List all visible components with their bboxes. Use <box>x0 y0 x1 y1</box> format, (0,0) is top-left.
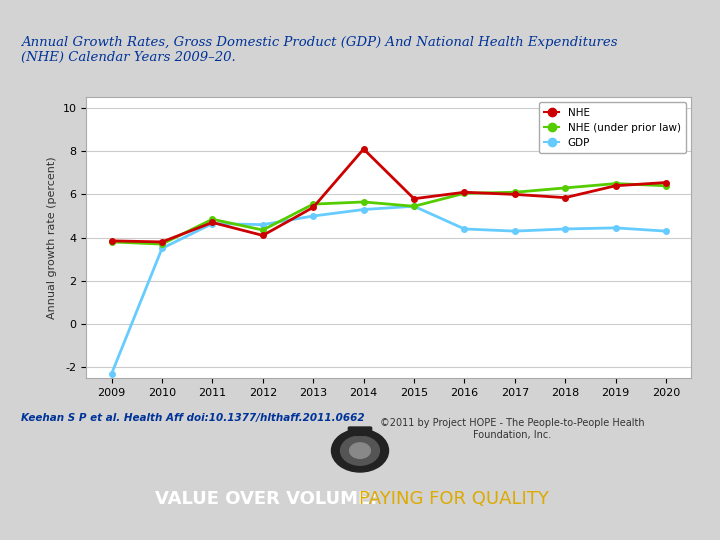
Circle shape <box>350 443 370 458</box>
Text: PAYING FOR QUALITY: PAYING FOR QUALITY <box>359 490 549 509</box>
Legend: NHE, NHE (under prior law), GDP: NHE, NHE (under prior law), GDP <box>539 103 686 153</box>
Text: ©2011 by Project HOPE - The People-to-People Health
Foundation, Inc.: ©2011 by Project HOPE - The People-to-Pe… <box>379 418 644 440</box>
Circle shape <box>331 429 389 472</box>
FancyBboxPatch shape <box>348 427 372 436</box>
Text: VALUE OVER VOLUME:: VALUE OVER VOLUME: <box>156 490 377 509</box>
Text: Annual Growth Rates, Gross Domestic Product (GDP) And National Health Expenditur: Annual Growth Rates, Gross Domestic Prod… <box>22 36 618 64</box>
Y-axis label: Annual growth rate (percent): Annual growth rate (percent) <box>47 156 57 319</box>
Circle shape <box>341 436 379 465</box>
Text: Keehan S P et al. Health Aff doi:10.1377/hlthaff.2011.0662: Keehan S P et al. Health Aff doi:10.1377… <box>22 414 365 423</box>
